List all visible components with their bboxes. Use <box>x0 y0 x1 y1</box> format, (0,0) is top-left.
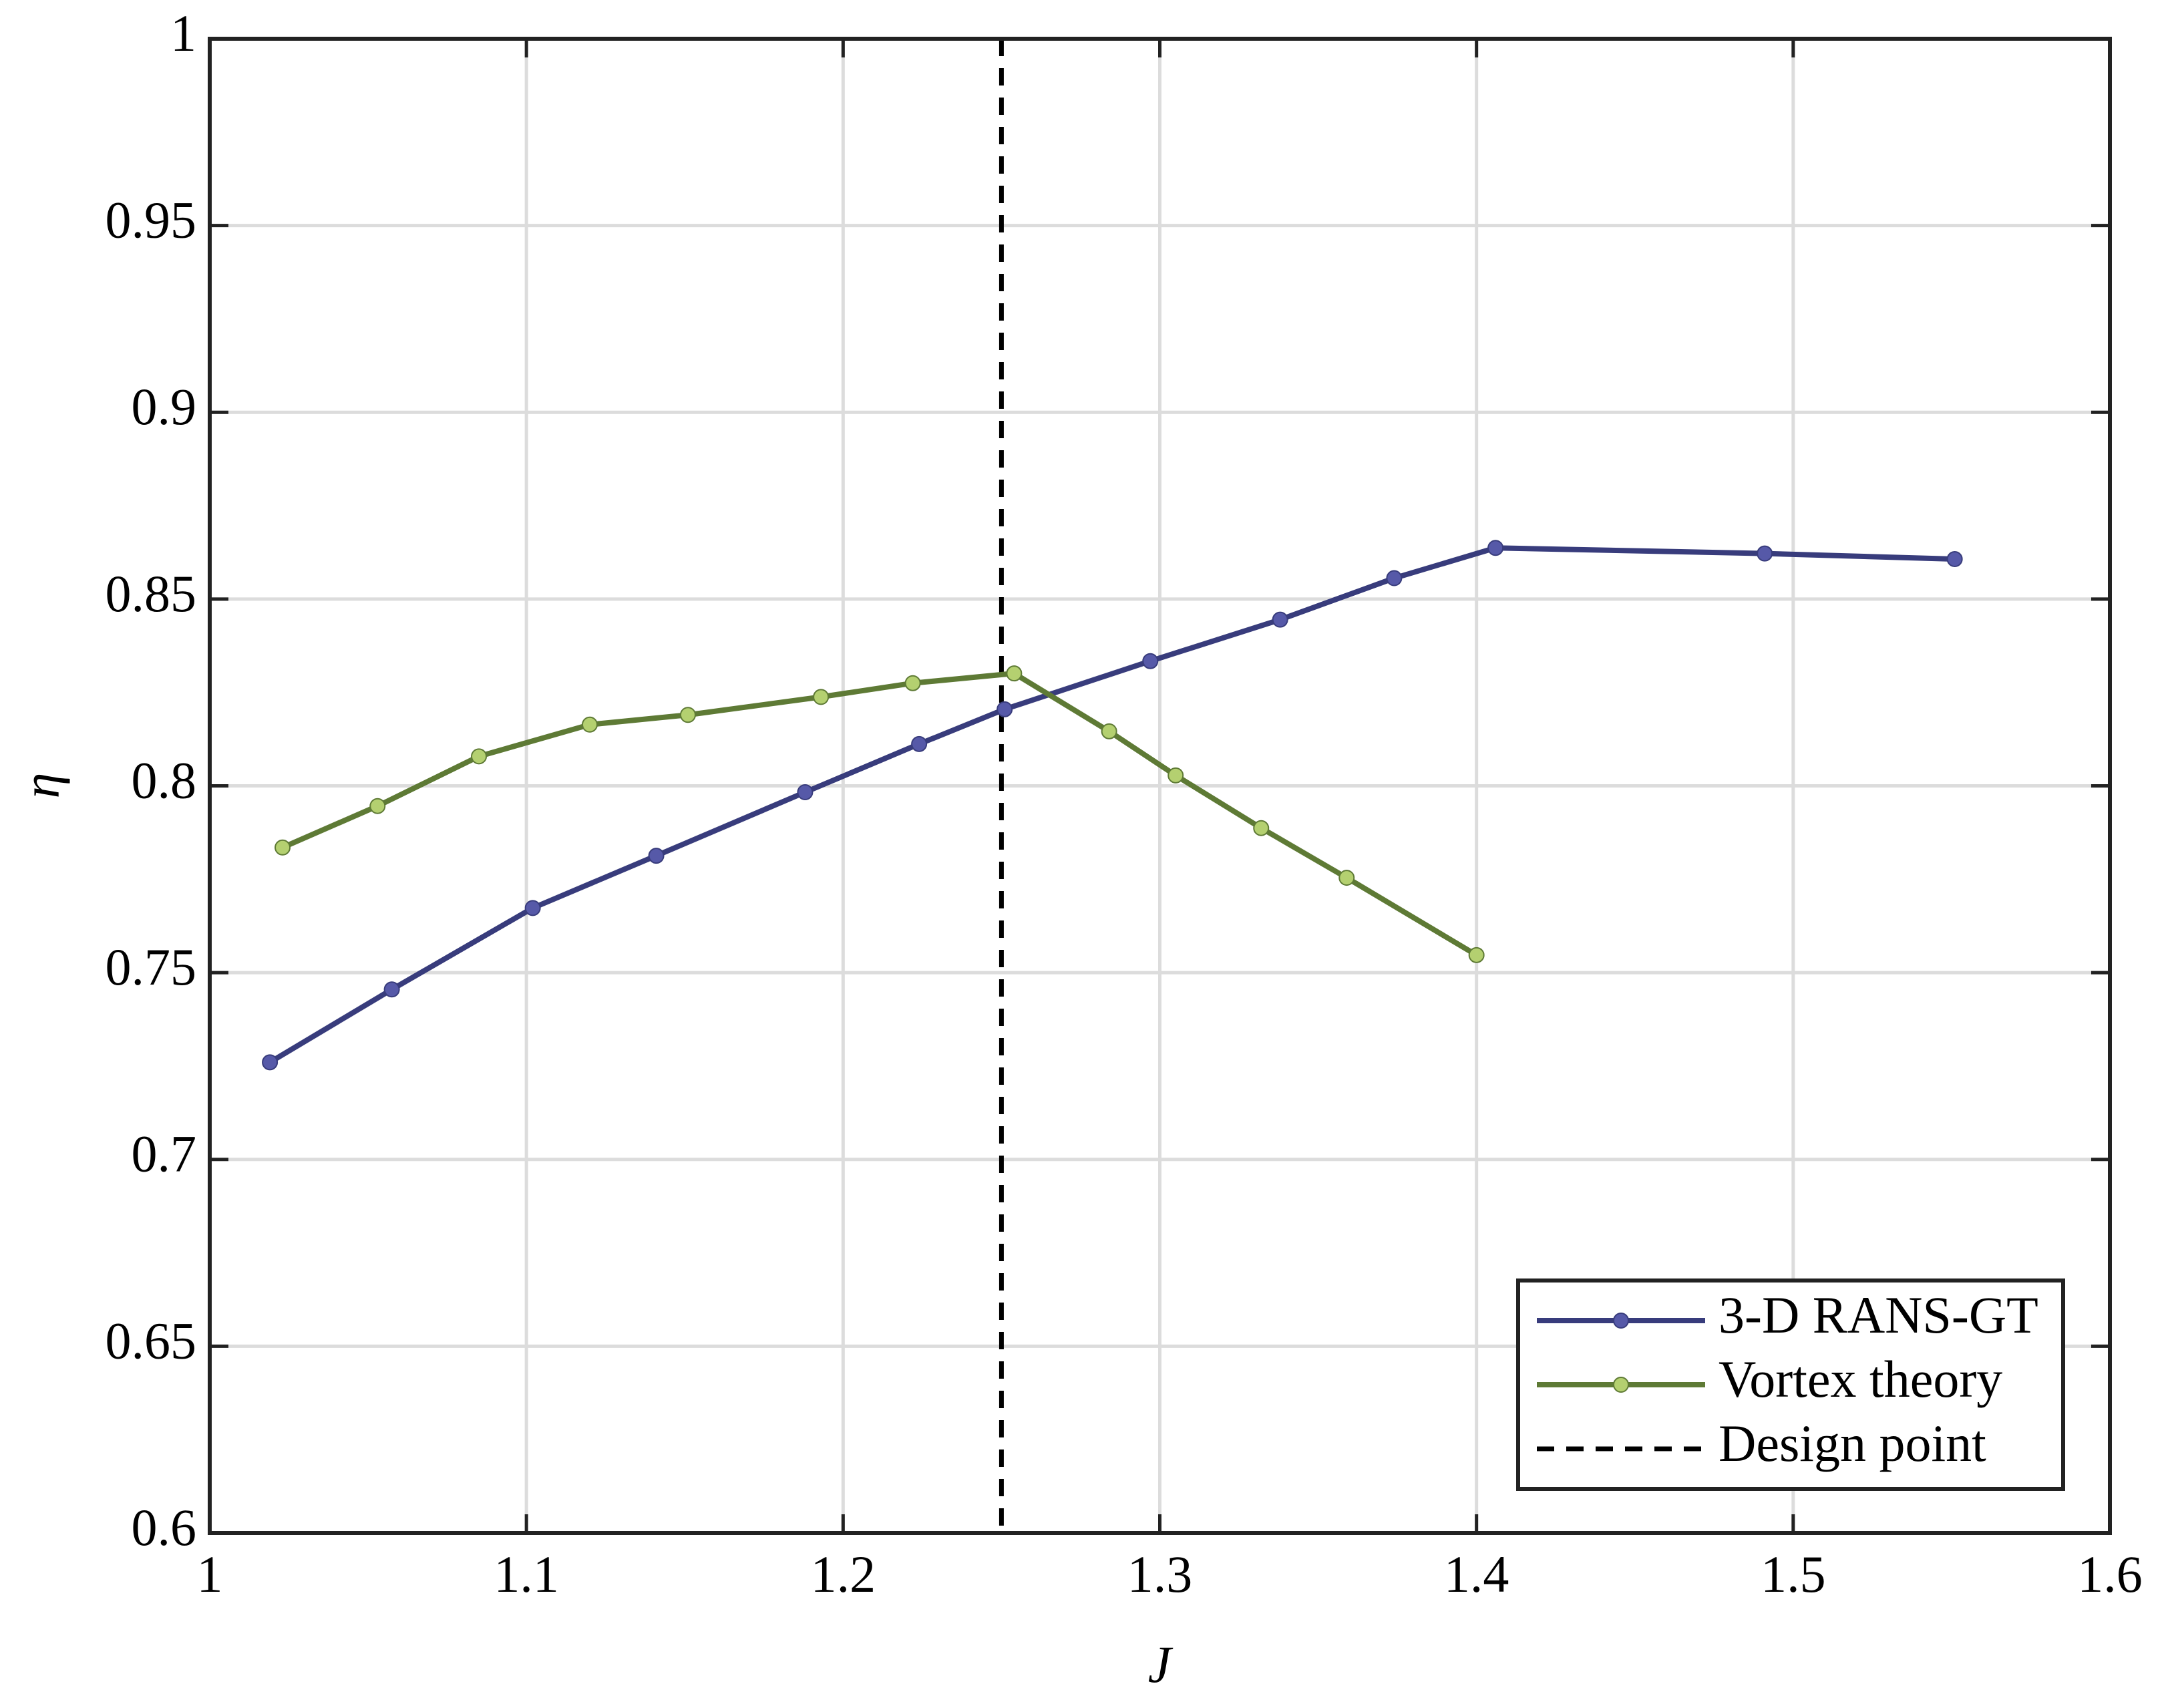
data-point <box>1006 665 1023 682</box>
y-tick-label: 0.9 <box>132 377 197 436</box>
data-point <box>797 784 814 801</box>
series-line <box>268 545 1955 1065</box>
data-point <box>524 900 541 916</box>
data-point <box>1101 723 1117 739</box>
data-point <box>997 701 1013 717</box>
axes-box <box>208 37 2112 1535</box>
data-point <box>1253 820 1270 836</box>
data-point <box>813 689 830 705</box>
y-tick-label: 0.65 <box>106 1311 197 1369</box>
legend-label: Vortex theory <box>1719 1350 2002 1408</box>
data-point <box>471 748 488 765</box>
data-point <box>648 848 665 864</box>
y-tick-label: 0.75 <box>106 938 197 996</box>
data-point <box>1386 570 1403 586</box>
data-point <box>1272 611 1288 628</box>
data-point <box>904 675 921 691</box>
data-point <box>911 735 928 752</box>
y-tick-label: 0.7 <box>132 1125 197 1183</box>
y-tick-label: 1 <box>170 4 196 62</box>
series-line <box>281 671 1478 958</box>
legend-marker <box>1613 1377 1629 1393</box>
x-tick-label: 1.1 <box>494 1545 559 1603</box>
data-point <box>1757 545 1773 562</box>
data-point <box>262 1054 279 1071</box>
x-tick-label: 1.6 <box>2077 1545 2143 1603</box>
data-point <box>1468 947 1485 963</box>
legend-label: 3-D RANS-GT <box>1719 1286 2038 1344</box>
y-tick-label: 0.95 <box>106 191 197 249</box>
x-tick-label: 1.4 <box>1444 1545 1509 1603</box>
y-tick-label: 0.6 <box>132 1498 197 1556</box>
legend-label: Design point <box>1719 1414 1986 1472</box>
data-point <box>1142 653 1159 669</box>
y-tick-label: 0.85 <box>106 564 197 623</box>
data-point <box>275 839 291 856</box>
x-axis-label: J <box>1148 1635 1174 1693</box>
data-point <box>369 798 386 814</box>
data-point <box>1487 540 1504 556</box>
y-axis-label: η <box>12 773 70 799</box>
x-tick-label: 1.2 <box>811 1545 876 1603</box>
data-point <box>383 981 400 998</box>
x-tick-label: 1.5 <box>1761 1545 1826 1603</box>
legend-marker <box>1613 1313 1629 1329</box>
x-tick-label: 1 <box>197 1545 223 1603</box>
data-point <box>1946 551 1963 568</box>
y-tick-label: 0.8 <box>132 751 197 809</box>
data-point <box>679 707 696 723</box>
data-point <box>582 716 598 733</box>
x-tick-label: 1.3 <box>1127 1545 1193 1603</box>
data-point <box>1338 870 1355 886</box>
data-point <box>1167 767 1184 784</box>
